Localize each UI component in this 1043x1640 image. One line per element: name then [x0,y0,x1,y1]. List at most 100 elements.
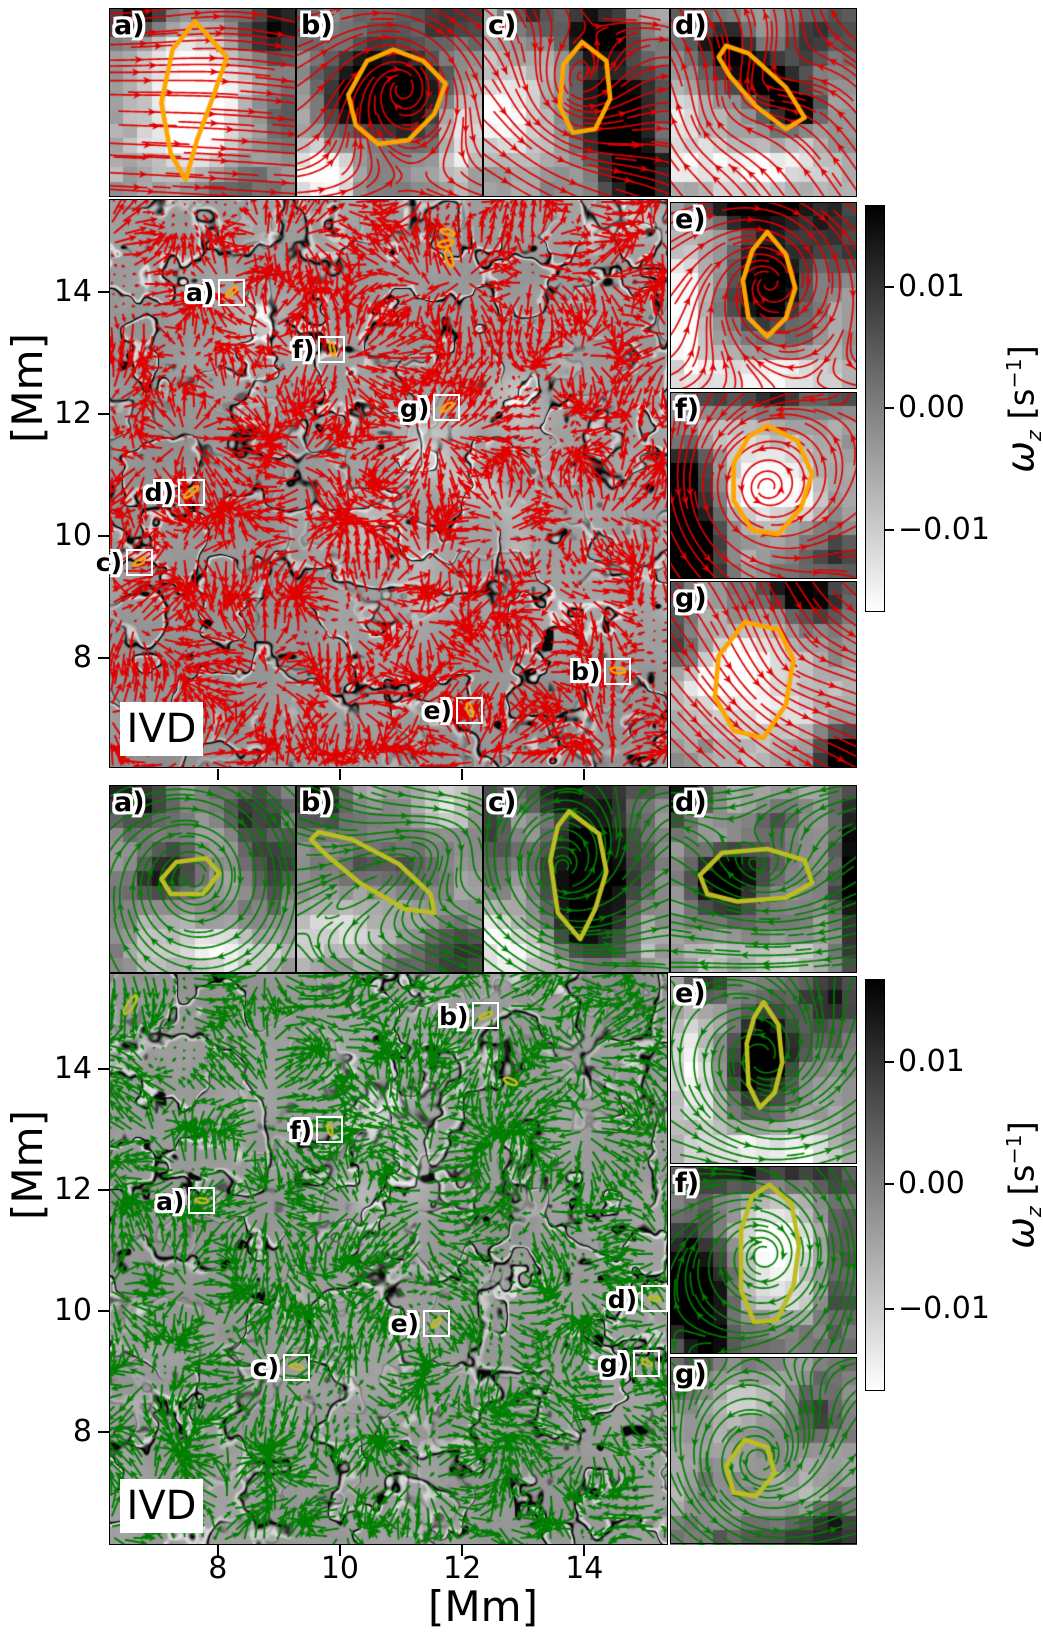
vortex-marker-label-top-g: g) [400,393,430,423]
x-axis-label-bottom: [Mm] [428,1582,538,1631]
inset-label-bottom-b: b) [301,787,333,818]
x-tick-top-14 [583,768,586,780]
x-tick-top-12 [461,768,464,780]
inset-canvas-top-a [109,8,296,197]
vortex-marker-label-top-d: d) [144,478,174,508]
inset-canvas-bottom-a [109,785,296,973]
inset-canvas-bottom-g [670,1356,857,1545]
y-axis-label-top: [Mm] [3,333,52,443]
y-tick-bottom-10 [98,1309,109,1313]
colorbar-label-top: ωz [s−1] [992,249,1043,569]
vortex-marker-label-top-c: c) [95,548,123,578]
inset-label-top-d: d) [675,10,707,41]
x-tick-top-10 [338,768,342,780]
y-tick-label-top-14: 14 [53,274,92,310]
panel-title-bottom: IVD [120,1478,203,1533]
x-tick-bottom-14 [583,1545,586,1556]
vortex-marker-box-bottom-d [641,1285,669,1313]
colorbar-tick-bottom-2 [885,1307,894,1311]
y-tick-label-bottom-12: 12 [53,1172,92,1208]
y-tick-top-14 [98,291,109,294]
x-tick-label-bottom-12: 12 [443,1551,482,1586]
inset-label-bottom-e: e) [675,978,706,1009]
y-tick-label-top-10: 10 [53,518,92,554]
colorbar-bottom [865,979,885,1391]
inset-canvas-bottom-d [670,785,857,973]
inset-label-top-a: a) [114,10,145,41]
y-tick-top-10 [98,535,109,538]
inset-label-bottom-f: f) [675,1168,700,1200]
colorbar-label-omega-symbol-top: ω [998,440,1043,473]
colorbar-top [865,205,885,612]
vortex-marker-box-top-f [318,335,346,363]
y-tick-label-top-12: 12 [53,396,92,432]
colorbar-label-omega-subscript-top: z [1022,430,1043,441]
vortex-marker-label-bottom-a: a) [156,1186,185,1216]
inset-canvas-top-d [670,8,857,197]
colorbar-tick-label-top-1: 0.00 [898,390,965,426]
y-tick-top-12 [98,413,109,416]
x-tick-bottom-12 [461,1545,464,1556]
vortex-marker-box-top-a [218,278,246,306]
y-tick-label-top-8: 8 [72,640,92,676]
map-canvas-bottom [109,973,668,1545]
colorbar-tick-label-bottom-1: 0.00 [898,1166,965,1202]
vortex-marker-label-bottom-b: b) [439,1001,469,1031]
colorbar-label-unit-exponent-top: −1 [1002,357,1026,388]
colorbar-tick-top-1 [885,406,894,410]
inset-label-bottom-a: a) [114,787,145,818]
inset-label-bottom-c: c) [488,787,517,818]
inset-label-top-b: b) [301,10,333,41]
vortex-marker-box-bottom-c [283,1353,311,1381]
inset-canvas-top-c [483,8,670,197]
colorbar-tick-bottom-0 [885,1060,894,1064]
vortex-marker-box-top-e [455,696,483,724]
vortex-marker-box-top-g [433,394,461,422]
inset-canvas-bottom-e [670,976,857,1164]
vortex-marker-box-bottom-a [188,1187,216,1215]
vortex-marker-label-bottom-e: e) [390,1309,419,1339]
vortex-marker-label-top-e: e) [423,696,452,726]
inset-label-top-c: c) [488,10,517,41]
inset-label-bottom-g: g) [675,1358,707,1390]
vortex-marker-box-bottom-b [472,1002,500,1030]
colorbar-label-unit-close-bottom: ] [1002,1121,1043,1135]
x-tick-label-bottom-14: 14 [565,1551,604,1586]
map-canvas-top [109,199,668,768]
y-tick-top-8 [98,657,109,660]
vortex-marker-label-bottom-d: d) [607,1284,638,1314]
colorbar-tick-label-bottom-2: −0.01 [898,1291,990,1326]
colorbar-label-omega-symbol-bottom: ω [998,1217,1043,1249]
vortex-marker-label-top-a: a) [185,278,215,308]
vortex-marker-label-top-f: f) [292,335,315,365]
vortex-marker-label-bottom-c: c) [252,1353,280,1383]
colorbar-tick-top-2 [885,528,894,532]
x-tick-label-bottom-8: 8 [208,1551,228,1586]
colorbar-label-omega-subscript-bottom: z [1022,1206,1043,1217]
inset-canvas-top-f [670,391,857,579]
vortex-marker-label-top-b: b) [571,657,601,687]
colorbar-label-unit-open-bottom: [s [1002,1164,1043,1207]
vortex-marker-box-bottom-f [316,1116,344,1144]
x-tick-bottom-8 [216,1545,219,1556]
panel-title-top: IVD [120,702,203,756]
colorbar-label-bottom: ωz [s−1] [992,1025,1043,1345]
colorbar-tick-label-bottom-0: 0.01 [898,1044,965,1080]
y-tick-label-bottom-10: 10 [53,1293,92,1329]
x-tick-top-8 [216,768,219,780]
x-tick-label-bottom-10: 10 [320,1551,360,1586]
y-axis-label-bottom: [Mm] [3,1110,52,1220]
inset-canvas-bottom-b [296,785,483,973]
vortex-marker-box-bottom-g [633,1349,661,1377]
inset-canvas-top-b [296,8,483,197]
vortex-marker-box-top-b [604,657,632,685]
colorbar-label-unit-close-top: ] [1002,344,1043,358]
y-tick-bottom-14 [98,1068,109,1071]
inset-canvas-top-e [670,202,857,389]
inset-canvas-bottom-c [483,785,670,973]
y-tick-label-bottom-8: 8 [72,1414,92,1449]
inset-label-top-g: g) [675,583,707,614]
vortex-marker-box-top-d [177,478,205,506]
colorbar-label-unit-exponent-bottom: −1 [1002,1134,1026,1165]
